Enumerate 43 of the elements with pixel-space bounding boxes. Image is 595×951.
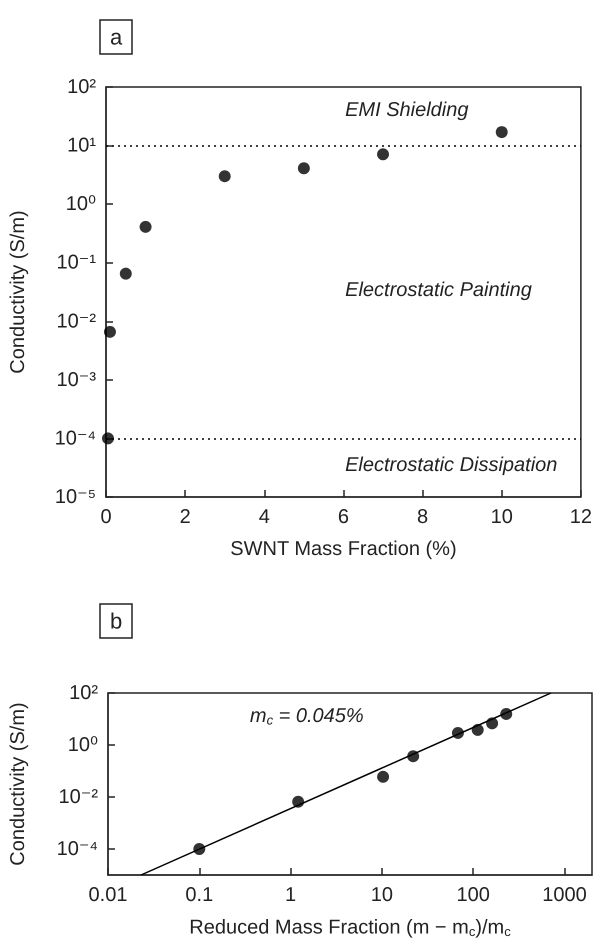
x-tick-label: 8	[417, 506, 428, 528]
y-tick-label: 10⁻²	[58, 786, 98, 808]
point	[218, 170, 231, 182]
point	[298, 162, 310, 174]
y-tick-label: 10⁻¹	[56, 252, 96, 274]
annotation: Electrostatic Painting	[345, 279, 532, 301]
x-tick-label: 1000	[542, 884, 587, 906]
chart-title: b	[110, 608, 122, 634]
x-tick-label: 0.1	[185, 884, 214, 906]
x-tick-label: 10	[490, 506, 513, 528]
y-axis-title: Conductivity (S/m)	[7, 702, 29, 866]
x-axis-title: Reduced Mass Fraction (m − mc)/mc	[189, 916, 512, 939]
x-tick-label: 100	[456, 884, 490, 906]
y-tick-label: 10²	[69, 682, 98, 704]
x-tick-label: 12	[570, 506, 592, 528]
annotation: EMI Shielding	[345, 99, 468, 121]
annotation: mc = 0.045%	[250, 705, 364, 728]
y-tick-label: 10⁰	[68, 734, 98, 756]
y-axis-title: Conductivity (S/m)	[7, 210, 29, 374]
point	[104, 326, 116, 338]
point	[140, 220, 152, 233]
annotation: Electrostatic Dissipation	[345, 454, 558, 476]
point	[102, 432, 114, 444]
point	[377, 148, 390, 160]
x-tick-label: 0.01	[88, 884, 128, 906]
point	[120, 268, 132, 280]
point	[496, 126, 508, 138]
x-tick-label: 6	[338, 506, 349, 528]
x-axis-title: SWNT Mass Fraction (%)	[230, 538, 457, 560]
y-tick-label: 10²	[67, 76, 96, 98]
y-tick-label: 10⁰	[66, 193, 96, 216]
y-tick-label: 10⁻⁵	[54, 486, 96, 508]
y-tick-label: 10⁻³	[56, 368, 96, 391]
x-tick-label: 10	[370, 884, 394, 906]
x-tick-label: 0	[100, 506, 112, 528]
y-tick-label: 10⁻²	[56, 310, 96, 332]
x-tick-label: 4	[258, 506, 270, 528]
y-tick-label: 10⁻⁴	[56, 838, 98, 860]
chart-title: a	[110, 24, 123, 50]
y-tick-label: 10⁻⁴	[54, 427, 96, 450]
x-tick-label: 2	[180, 506, 191, 528]
y-tick-label: 10¹	[67, 134, 96, 157]
x-tick-label: 1	[285, 884, 296, 906]
